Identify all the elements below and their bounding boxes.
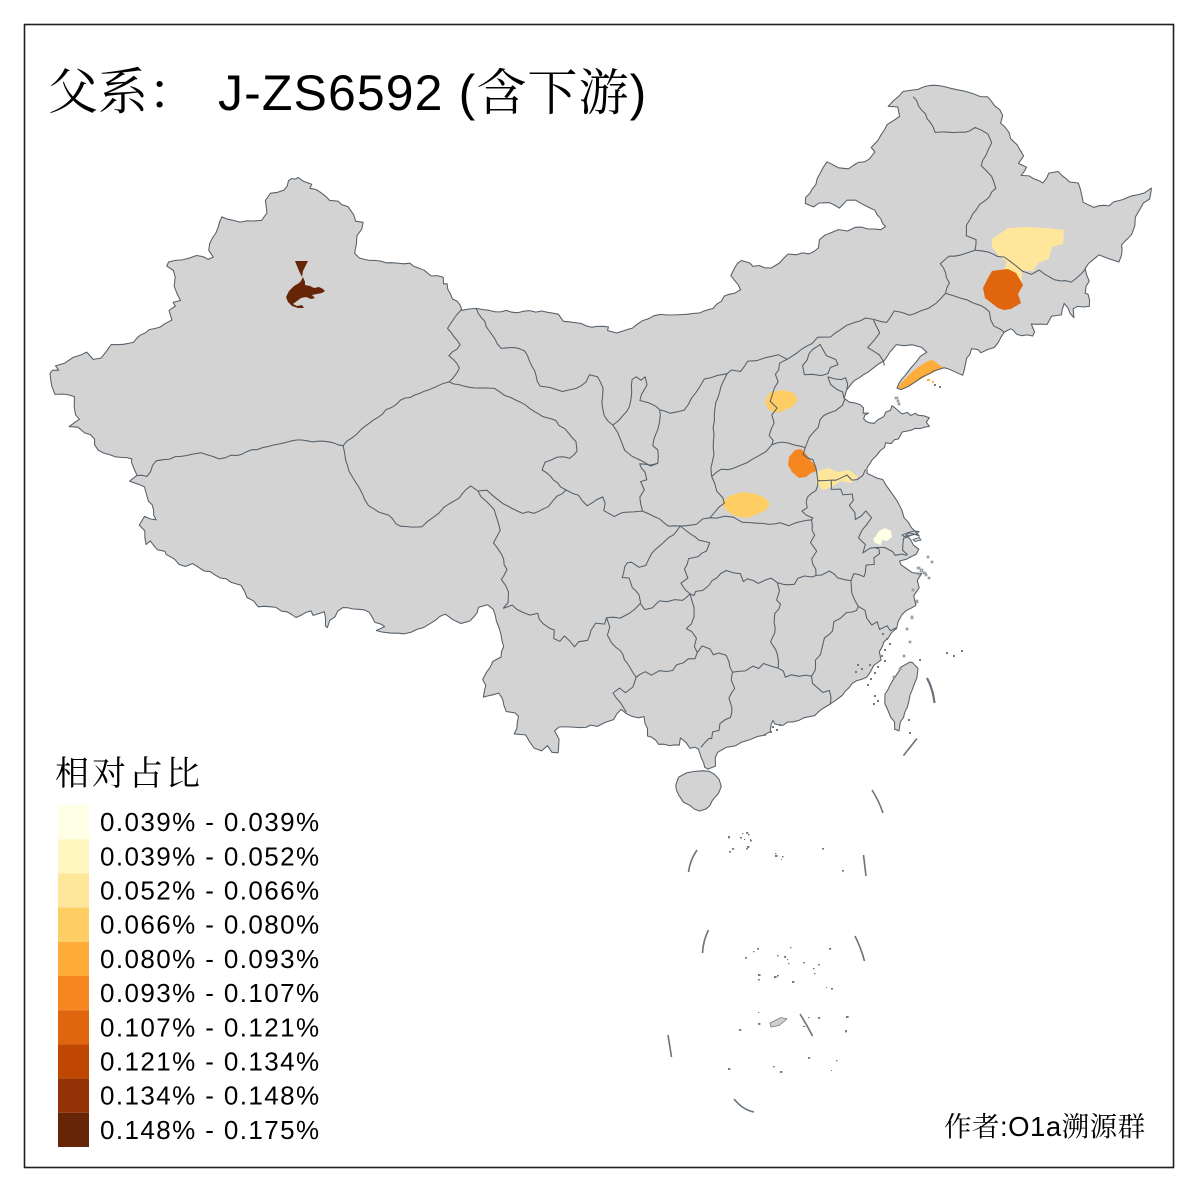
svg-text:0.039% - 0.052%: 0.039% - 0.052%: [100, 841, 320, 871]
svg-text:0.039% - 0.039%: 0.039% - 0.039%: [100, 807, 320, 837]
svg-text:0.134% - 0.148%: 0.134% - 0.148%: [100, 1081, 320, 1111]
svg-text:0.080% - 0.093%: 0.080% - 0.093%: [100, 944, 320, 974]
svg-text:0.066% - 0.080%: 0.066% - 0.080%: [100, 910, 320, 940]
svg-text:作者:O1a溯源群: 作者:O1a溯源群: [944, 1104, 1146, 1144]
svg-text:0.107% - 0.121%: 0.107% - 0.121%: [100, 1012, 320, 1042]
svg-text:父系：: 父系：: [48, 52, 198, 124]
svg-text:0.121% - 0.134%: 0.121% - 0.134%: [100, 1047, 320, 1077]
svg-text:0.052% - 0.066%: 0.052% - 0.066%: [100, 876, 320, 906]
svg-text:0.148% - 0.175%: 0.148% - 0.175%: [100, 1115, 320, 1145]
svg-text:相对占比: 相对占比: [55, 746, 203, 795]
svg-text:J-ZS6592 (含下游): J-ZS6592 (含下游): [218, 53, 647, 125]
svg-text:0.093% - 0.107%: 0.093% - 0.107%: [100, 978, 320, 1008]
